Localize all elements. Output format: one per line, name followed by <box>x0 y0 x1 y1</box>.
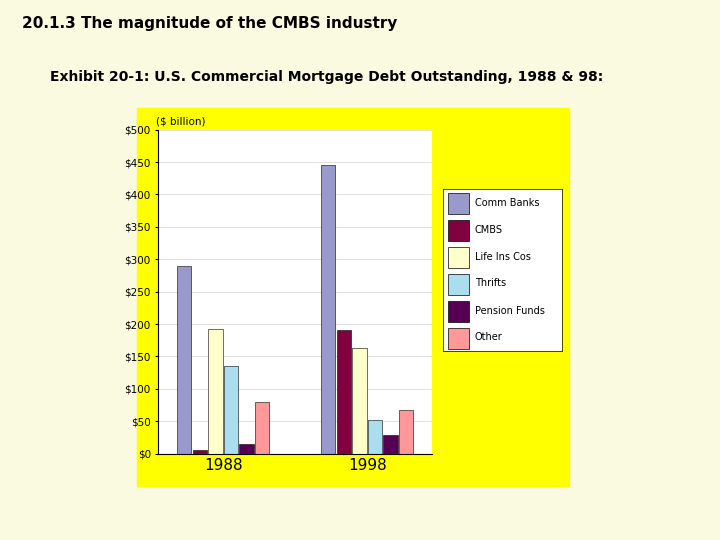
Bar <box>352 348 366 454</box>
Bar <box>321 165 336 454</box>
Text: 20.1.3 The magnitude of the CMBS industry: 20.1.3 The magnitude of the CMBS industr… <box>22 16 397 31</box>
Text: Other: Other <box>475 333 503 342</box>
Bar <box>448 220 469 241</box>
Bar <box>448 193 469 214</box>
Text: ($ billion): ($ billion) <box>156 116 205 126</box>
Bar <box>255 402 269 454</box>
Bar <box>448 247 469 268</box>
Bar <box>224 366 238 454</box>
Text: Pension Funds: Pension Funds <box>475 306 545 315</box>
Bar <box>208 328 222 454</box>
Text: Comm Banks: Comm Banks <box>475 198 539 207</box>
Bar <box>193 450 207 454</box>
Bar <box>448 328 469 349</box>
Bar <box>399 409 413 454</box>
Bar <box>177 266 192 454</box>
Text: Exhibit 20-1: U.S. Commercial Mortgage Debt Outstanding, 1988 & 98:: Exhibit 20-1: U.S. Commercial Mortgage D… <box>50 70 603 84</box>
Text: CMBS: CMBS <box>475 225 503 234</box>
Bar <box>368 420 382 454</box>
Text: Thrifts: Thrifts <box>475 279 506 288</box>
Bar <box>448 301 469 322</box>
Text: Life Ins Cos: Life Ins Cos <box>475 252 531 261</box>
Bar <box>240 444 253 454</box>
Bar <box>384 435 397 454</box>
Bar <box>337 330 351 454</box>
Bar <box>448 274 469 295</box>
